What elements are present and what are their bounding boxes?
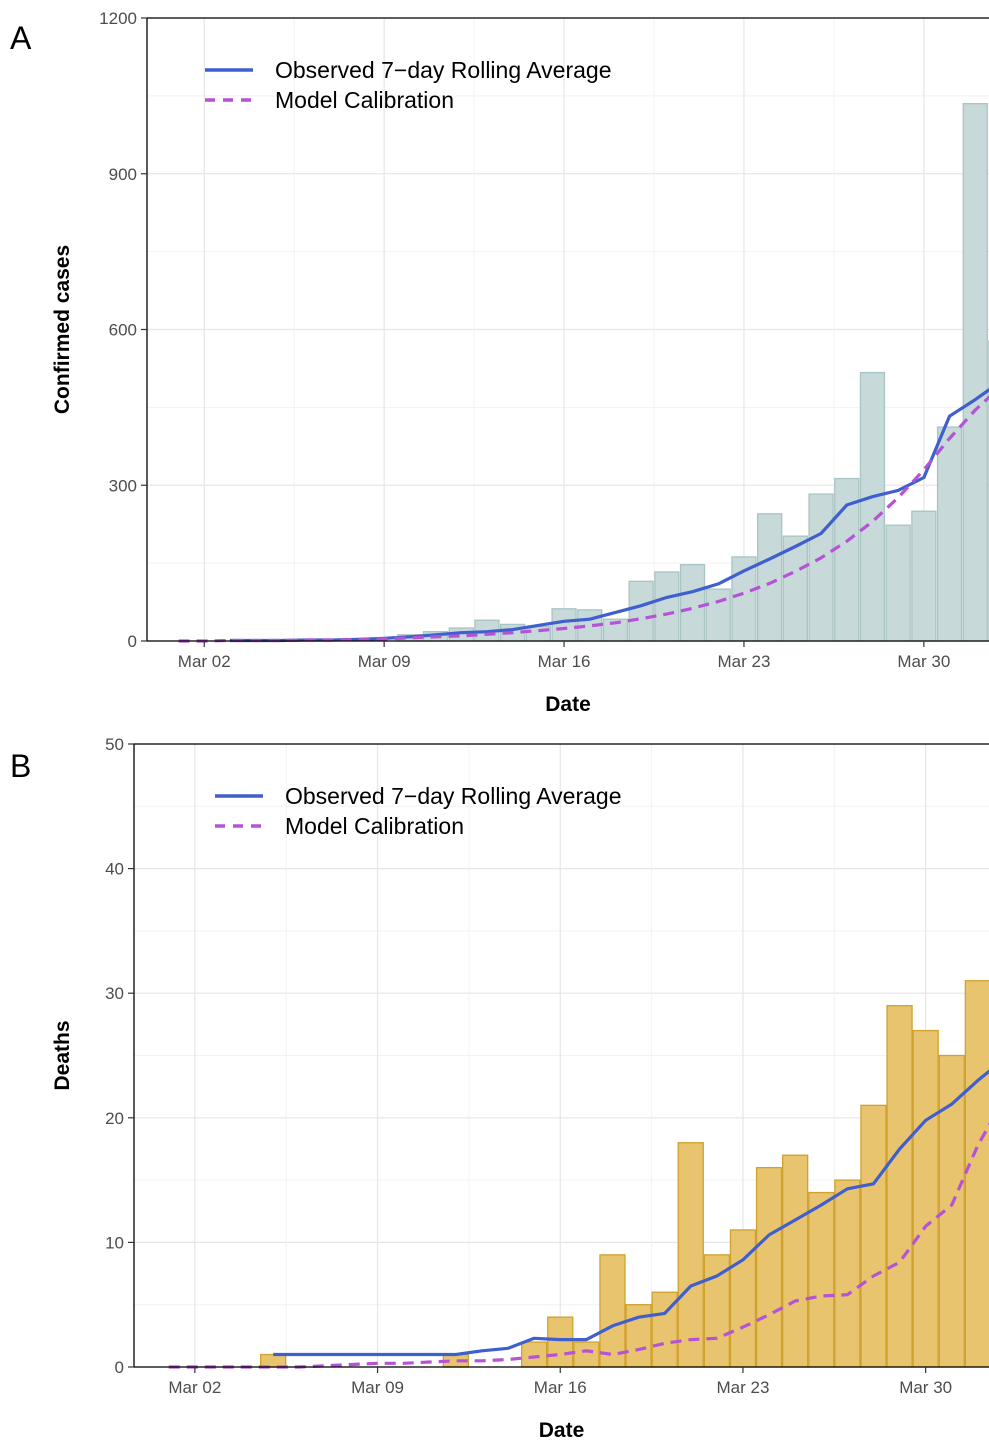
y-tick-label: 40 — [105, 860, 124, 879]
x-tick-label: Mar 30 — [899, 1378, 952, 1397]
legend-label-rolling-average: Observed 7−day Rolling Average — [275, 57, 612, 83]
bar — [911, 510, 937, 642]
bar — [654, 571, 680, 642]
x-axis-label: Date — [545, 693, 591, 716]
bar — [964, 980, 989, 1368]
bar — [834, 1179, 861, 1368]
bar — [551, 608, 577, 642]
chart-confirmed-cases: 0 300 600 900 1200 Mar 02 Mar 09 Mar 16 Mar 23 Ma… — [51, 9, 989, 716]
y-tick-label: 30 — [105, 984, 124, 1003]
y-tick-label: 600 — [109, 321, 137, 340]
series-rolling-average — [273, 1069, 989, 1357]
bar — [625, 1304, 652, 1368]
bar — [599, 1254, 626, 1368]
series-model-calibration — [178, 395, 989, 643]
bars — [397, 103, 989, 642]
x-tick-label: Mar 09 — [358, 652, 411, 671]
legend-label-rolling-average: Observed 7−day Rolling Average — [285, 783, 622, 809]
y-tick-label: 300 — [109, 476, 137, 495]
bar — [936, 426, 963, 642]
x-tick-label: Mar 09 — [351, 1378, 404, 1397]
bar — [679, 564, 706, 642]
bar — [755, 1166, 783, 1368]
x-tick-label: Mar 23 — [717, 652, 770, 671]
panel-a-tag: A — [10, 20, 32, 56]
panel-b-tag: B — [10, 748, 32, 784]
bar — [705, 588, 731, 642]
bar — [860, 1104, 887, 1368]
x-tick-label: Mar 02 — [178, 652, 231, 671]
y-tick-label: 0 — [115, 1358, 124, 1377]
bar — [260, 1353, 287, 1368]
bar — [782, 1154, 809, 1368]
bar — [962, 103, 988, 642]
y-tick-label: 900 — [109, 165, 137, 184]
bar — [885, 524, 911, 642]
x-tick-label: Mar 16 — [538, 652, 591, 671]
bar — [547, 1316, 574, 1368]
legend: Observed 7−day Rolling Average Model Cali… — [215, 783, 622, 839]
bar — [703, 1254, 731, 1368]
bar — [808, 1191, 835, 1368]
y-tick-label: 10 — [105, 1233, 124, 1252]
bar — [757, 513, 783, 642]
y-axis-label: Deaths — [51, 1020, 74, 1090]
bar — [859, 371, 886, 642]
bar — [521, 1341, 548, 1368]
legend-label-model-calibration: Model Calibration — [275, 87, 454, 113]
x-tick-label: Mar 16 — [534, 1378, 587, 1397]
legend-label-model-calibration: Model Calibration — [285, 813, 464, 839]
bar — [573, 1341, 600, 1368]
bar — [886, 1005, 913, 1368]
bar — [628, 580, 654, 642]
x-tick-label: Mar 30 — [897, 652, 950, 671]
legend: Observed 7−day Rolling Average Model Cali… — [205, 57, 612, 113]
x-tick-label: Mar 23 — [716, 1378, 769, 1397]
y-tick-label: 20 — [105, 1109, 124, 1128]
bar — [808, 493, 834, 642]
x-axis-label: Date — [539, 1419, 585, 1442]
x-tick-label: Mar 02 — [168, 1378, 221, 1397]
y-axis-label: Confirmed cases — [51, 245, 74, 414]
y-tick-label: 0 — [128, 632, 137, 651]
bar — [912, 1029, 939, 1368]
y-tick-label: 1200 — [99, 9, 137, 28]
grid — [147, 17, 989, 642]
chart-deaths: 0 10 20 30 40 50 Mar 02 Mar 09 Mar 16 Mar 23 Mar 3… — [51, 735, 989, 1442]
bar — [677, 1142, 704, 1368]
bar — [782, 535, 808, 642]
y-tick-label: 50 — [105, 735, 124, 754]
